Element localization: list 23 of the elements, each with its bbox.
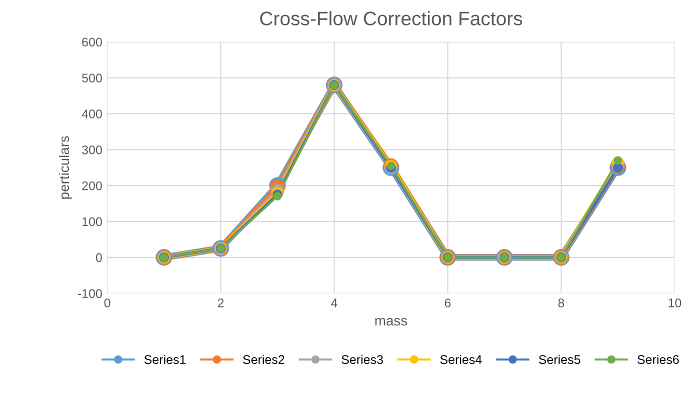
legend-label: Series4: [440, 354, 482, 364]
legend-label: Series5: [538, 354, 580, 364]
x-tick-label: 4: [331, 298, 338, 308]
legend-label: Series1: [144, 354, 186, 364]
y-tick-label: 600: [82, 38, 102, 47]
x-tick-label: 2: [218, 298, 224, 308]
y-tick-label: 500: [82, 74, 102, 82]
x-tick-label: 8: [558, 298, 564, 308]
y-tick-label: 300: [82, 145, 102, 154]
y-axis-title: perticulars: [58, 136, 72, 199]
x-tick-label: 10: [668, 298, 682, 308]
x-axis-title: mass: [375, 318, 408, 326]
x-tick-label: 0: [104, 298, 110, 308]
legend-label: Series3: [342, 354, 383, 364]
legend-label: Series2: [243, 354, 284, 364]
y-tick-label: 400: [82, 110, 102, 118]
y-tick-label: 200: [82, 181, 102, 190]
y-tick-label: -100: [78, 289, 102, 298]
x-tick-label: 6: [444, 298, 451, 308]
chart-title: Cross-Flow Correction Factors: [260, 11, 522, 26]
legend-label: Series6: [638, 354, 679, 364]
y-tick-label: 100: [82, 217, 102, 226]
y-tick-label: 0: [96, 253, 102, 262]
